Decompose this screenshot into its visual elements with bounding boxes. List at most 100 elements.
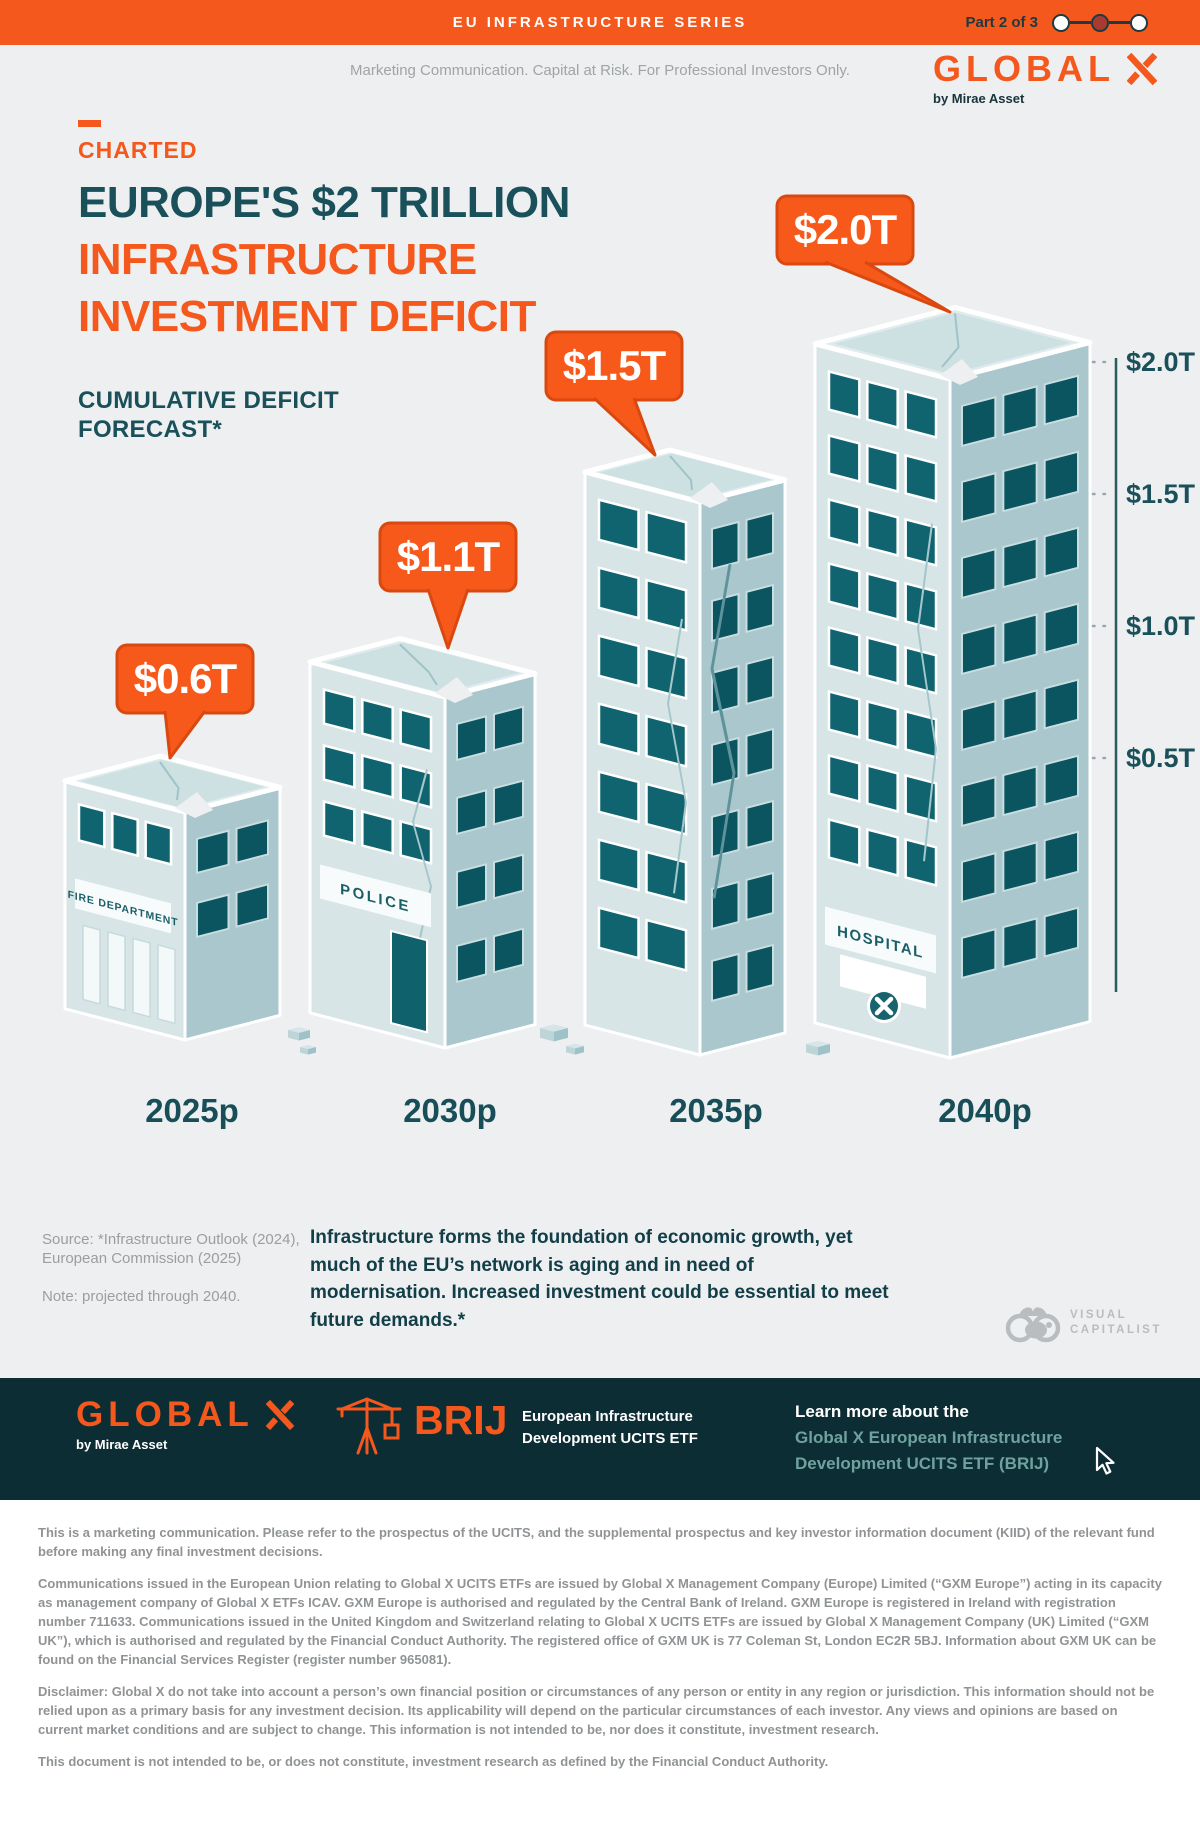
window [866,699,899,749]
left-face-detail [597,498,688,972]
left-face-detail: FIRE DEPARTMENT [68,802,178,1025]
marketing-disclaimer: Marketing Communication. Capital at Risk… [350,62,850,79]
window [827,817,861,867]
callout-value: $2.0T [794,206,898,253]
axis-tick-label: $2.0T [1126,347,1196,377]
building-2025p: FIRE DEPARTMENT [62,753,283,1042]
callout-value: $0.6T [134,655,238,702]
axis-tick-label: $1.0T [1126,611,1196,641]
building-right-face [443,672,537,1050]
window [904,389,938,439]
roof-parapet [599,453,771,499]
sign-text: HOSPITAL [837,923,924,962]
garage-door [157,944,176,1025]
right-face-detail [961,374,1079,980]
window [827,433,861,483]
window [866,571,899,621]
window [645,918,688,972]
window [745,943,774,994]
cta-link-line2[interactable]: Development UCITS ETF (BRIJ) [795,1454,1050,1473]
value-callout-$1.1T: $1.1T [378,521,518,650]
legal-p2: Communications issued in the European Un… [38,1576,1162,1667]
sign-band [75,878,171,934]
window [711,592,740,643]
footer-globalx-wordmark: GLOBAL [76,1395,254,1434]
window [399,763,433,809]
window [1043,830,1079,882]
right-face-detail [196,819,269,939]
window [1043,906,1079,958]
window [196,893,230,939]
window [866,507,899,557]
window [866,635,899,685]
window [111,811,139,858]
crane-icon [336,1397,402,1455]
building-2040p: HOSPITAL [812,305,1093,1060]
roof-parapet [325,642,520,693]
window [235,819,269,864]
building-roof [307,636,538,700]
garage-door [132,937,151,1018]
window [1043,526,1079,578]
window [827,625,861,675]
window [745,799,774,850]
window [904,581,938,631]
step-connector [1109,21,1130,24]
window [1043,450,1079,502]
series-banner: EU INFRASTRUCTURE SERIES Part 2 of 3 [0,0,1200,45]
callout-pointer [426,588,470,650]
kicker-dash [78,120,101,127]
legal-p1: This is a marketing communication. Pleas… [38,1525,1155,1559]
facade-crack [710,564,736,899]
window [645,578,688,632]
left-face-detail: HOSPITAL [825,369,938,1009]
series-progress: Part 2 of 3 [965,0,1148,45]
window [745,655,774,706]
callout-pointer [163,710,207,760]
window [904,709,938,759]
window [1002,537,1038,589]
visual-capitalist-icon [1005,1307,1061,1343]
cta-link-line1[interactable]: Global X European Infrastructure [795,1428,1063,1447]
learn-more-cta[interactable]: Learn more about the Global X European I… [795,1399,1062,1477]
window [597,566,640,620]
window [399,819,433,865]
roof-crack [669,455,693,491]
roof-damage-notch [435,677,473,703]
door [390,929,428,1034]
footer-brand-subtitle: by Mirae Asset [76,1437,168,1452]
value-callout-$2.0T: $2.0T [775,194,952,314]
legal-p4: This document is not intended to be, or … [38,1754,829,1769]
window [1002,461,1038,513]
window [1002,765,1038,817]
step-3-dot [1130,13,1148,32]
window [711,952,740,1003]
window [1002,613,1038,665]
garage-door [107,931,126,1012]
window [322,799,356,846]
window [493,853,524,900]
window [456,937,487,984]
window [866,443,899,493]
visual-capitalist-logo: VISUAL CAPITALIST [1005,1300,1162,1346]
wall-crack [411,769,433,944]
callout-box [775,194,915,266]
window [866,763,899,813]
chart-subtitle: CUMULATIVE DEFICIT FORECAST* [78,386,339,444]
legal-p3: Disclaimer: Global X do not take into ac… [38,1684,1155,1737]
window [322,743,356,790]
window [1043,754,1079,806]
ticker-label: BRIJ [414,1397,508,1443]
roof-damage-notch [940,359,978,385]
window [961,775,997,828]
footer-globalx-logo: GLOBAL by Mirae Asset [76,1396,294,1452]
window [904,773,938,823]
window [961,471,997,524]
window [645,782,688,836]
window [961,699,997,752]
roof-parapet [80,760,265,809]
progress-steps [1052,13,1148,32]
window [961,623,997,676]
chart-subtitle-line1: CUMULATIVE DEFICIT [78,387,339,414]
